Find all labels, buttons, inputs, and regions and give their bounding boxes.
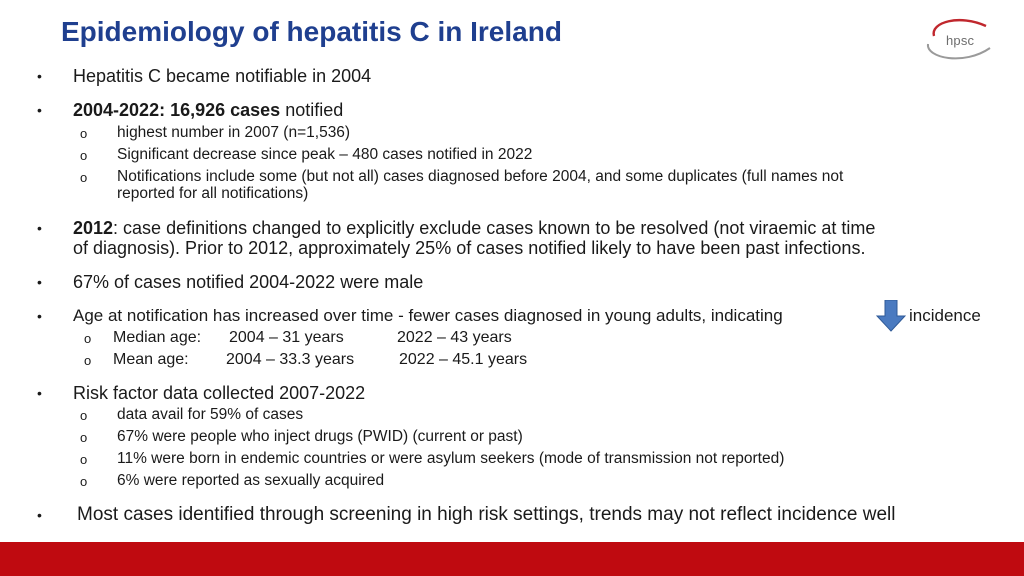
sub-item: o data avail for 59% of cases — [80, 406, 780, 426]
sub-item: o Significant decrease since peak – 480 … — [80, 146, 780, 166]
sub-item: o 6% were reported as sexually acquired — [80, 472, 780, 492]
sub-marker: o — [84, 331, 92, 346]
bullet-dot: • — [37, 274, 42, 290]
footer-bar — [0, 542, 1024, 576]
sub-value-2004: 2004 – 31 years — [229, 329, 344, 346]
sub-text: data avail for 59% of cases — [117, 406, 304, 423]
bullet-text-continued: of diagnosis). Prior to 2012, approximat… — [73, 238, 866, 258]
bullet-dot: • — [37, 507, 42, 523]
bullet-text: Risk factor data collected 2007-2022 — [73, 383, 366, 403]
bullet-case-definitions: • 2012: case definitions changed to expl… — [37, 218, 997, 260]
bullet-dot: • — [37, 102, 42, 118]
bullet-bold-text: 2004-2022: 16,926 cases — [73, 100, 281, 120]
sub-marker: o — [80, 408, 88, 423]
hpsc-logo: hpsc — [920, 14, 994, 64]
sub-value-2022: 2022 – 43 years — [397, 329, 512, 346]
bullet-text-after-arrow: incidence — [909, 306, 981, 325]
sub-item-median: o Median age: 2004 – 31 years 2022 – 43 … — [84, 329, 684, 349]
sub-item: o highest number in 2007 (n=1,536) — [80, 124, 780, 144]
bullet-risk-factor: • Risk factor data collected 2007-2022 — [37, 383, 637, 405]
sub-text: highest number in 2007 (n=1,536) — [117, 124, 351, 141]
bullet-bold-text: 2012 — [73, 218, 114, 238]
sub-label: Median age: — [113, 329, 202, 346]
sub-marker: o — [80, 474, 88, 489]
sub-marker: o — [84, 353, 92, 368]
bullet-text: Age at notification has increased over t… — [73, 306, 783, 325]
sub-label: Mean age: — [113, 351, 189, 368]
sub-marker: o — [80, 170, 88, 185]
bullet-text: Most cases identified through screening … — [77, 504, 896, 525]
down-arrow-icon — [876, 300, 906, 332]
sub-value-2004: 2004 – 33.3 years — [226, 351, 355, 368]
bullet-dot: • — [37, 308, 42, 324]
sub-text: Significant decrease since peak – 480 ca… — [117, 146, 533, 163]
sub-text: 11% were born in endemic countries or we… — [117, 450, 785, 467]
bullet-text: 67% of cases notified 2004-2022 were mal… — [73, 272, 424, 292]
sub-marker: o — [80, 126, 88, 141]
sub-text: 6% were reported as sexually acquired — [117, 472, 385, 489]
sub-item: o 67% were people who inject drugs (PWID… — [80, 428, 780, 448]
sub-marker: o — [80, 430, 88, 445]
sub-text-continued: reported for all notifications) — [117, 185, 309, 202]
bullet-screening: • Most cases identified through screenin… — [37, 505, 1007, 529]
bullet-dot: • — [37, 385, 42, 401]
sub-marker: o — [80, 148, 88, 163]
bullet-text: : case definitions changed to explicitly… — [113, 218, 876, 238]
sub-value-2022: 2022 – 45.1 years — [399, 351, 528, 368]
bullet-text: notified — [280, 100, 344, 120]
sub-item-mean: o Mean age: 2004 – 33.3 years 2022 – 45.… — [84, 351, 684, 371]
bullet-male: • 67% of cases notified 2004-2022 were m… — [37, 272, 637, 294]
bullet-notifiable: • Hepatitis C became notifiable in 2004 — [37, 66, 537, 88]
logo-text: hpsc — [946, 33, 975, 48]
bullet-dot: • — [37, 68, 42, 84]
slide-title: Epidemiology of hepatitis C in Ireland — [61, 16, 562, 47]
bullet-cases: • 2004-2022: 16,926 cases notified — [37, 100, 537, 122]
sub-marker: o — [80, 452, 88, 467]
bullet-text: Hepatitis C became notifiable in 2004 — [73, 66, 372, 86]
bullet-dot: • — [37, 220, 42, 236]
sub-text: 67% were people who inject drugs (PWID) … — [117, 428, 523, 445]
sub-item: o 11% were born in endemic countries or … — [80, 450, 980, 470]
bullet-age: • Age at notification has increased over… — [37, 306, 997, 328]
sub-text: Notifications include some (but not all)… — [117, 168, 844, 185]
sub-item: o Notifications include some (but not al… — [80, 168, 980, 206]
